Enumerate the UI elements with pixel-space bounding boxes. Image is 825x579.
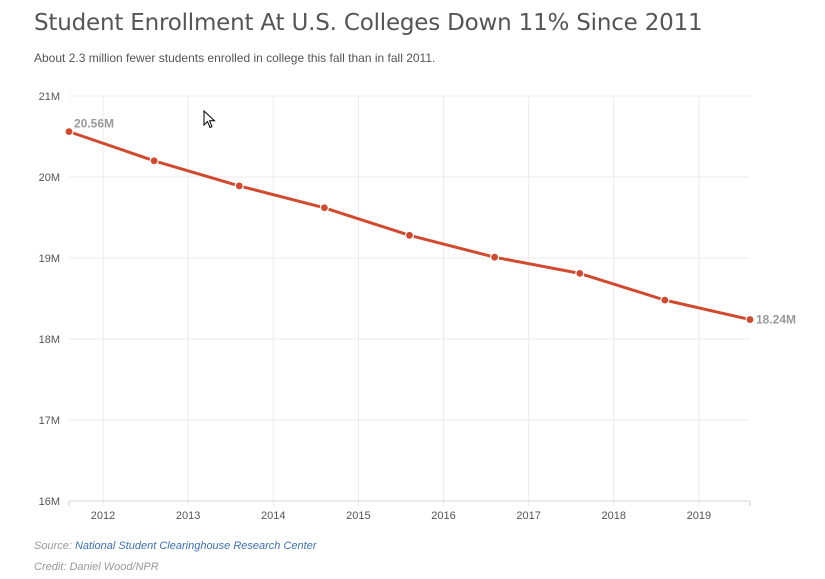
y-tick-label: 20M [39, 172, 60, 184]
source-note: Source: National Student Clearinghouse R… [34, 540, 317, 552]
y-tick-label: 19M [39, 253, 60, 265]
source-link[interactable]: National Student Clearinghouse Research … [74, 540, 317, 552]
x-tick-label: 2018 [602, 510, 626, 522]
mouse-cursor-icon [203, 110, 216, 129]
data-point [745, 314, 755, 325]
y-tick-label: 17M [39, 415, 60, 427]
data-labels: 20.56M 18.24M [74, 117, 796, 327]
chart-subtitle: About 2.3 million fewer students enrolle… [34, 51, 436, 65]
y-tick-labels: 16M 17M 18M 19M 20M 21M [39, 91, 60, 508]
data-point [64, 127, 74, 137]
data-label: 18.24M [756, 313, 796, 327]
x-tick-label: 2017 [516, 510, 540, 522]
y-gridlines [69, 95, 750, 421]
x-tick-label: 2013 [176, 510, 200, 522]
series-line-path [67, 130, 752, 322]
source-prefix: Source: [34, 540, 75, 552]
x-tick-label: 2016 [431, 510, 455, 522]
data-point [234, 181, 244, 191]
x-gridlines [102, 96, 700, 506]
data-point [319, 203, 329, 213]
data-points [64, 127, 755, 325]
x-tick-label: 2012 [91, 510, 115, 522]
data-label: 20.56M [74, 117, 114, 131]
series-line [67, 130, 752, 322]
data-point [660, 295, 670, 305]
data-point [149, 156, 159, 166]
x-axis [68, 500, 751, 506]
y-tick-label: 18M [39, 334, 60, 346]
x-tick-label: 2015 [346, 510, 370, 522]
data-point [575, 268, 585, 278]
data-point [404, 230, 415, 240]
credit-note: Credit: Daniel Wood/NPR [34, 561, 159, 573]
y-tick-label: 16M [39, 496, 60, 508]
x-tick-label: 2019 [687, 510, 711, 522]
data-point [490, 252, 500, 262]
y-tick-label: 21M [39, 91, 60, 103]
x-tick-labels: 2012 2013 2014 2015 2016 2017 2018 2019 [91, 510, 711, 522]
x-tick-label: 2014 [261, 510, 285, 522]
chart-title: Student Enrollment At U.S. Colleges Down… [34, 10, 703, 36]
